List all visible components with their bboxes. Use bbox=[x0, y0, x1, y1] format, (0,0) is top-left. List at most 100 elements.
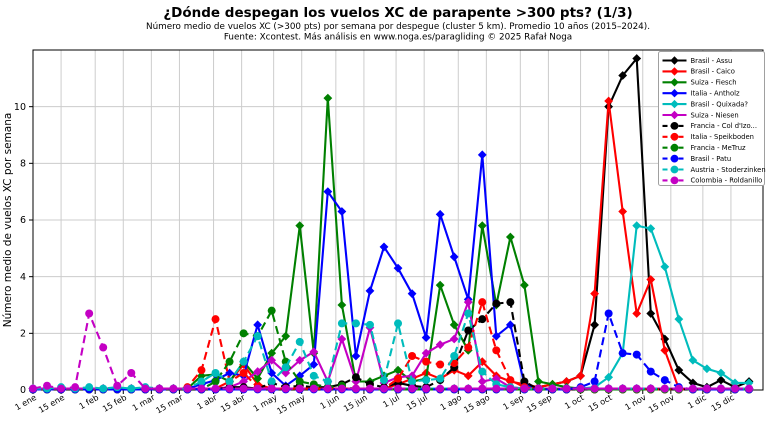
legend-box bbox=[658, 51, 765, 186]
marker-circle-stoderzinken bbox=[225, 377, 234, 386]
marker-diamond-quixada bbox=[744, 378, 754, 388]
legend-label-speikboden: Italia - Speikboden bbox=[691, 133, 754, 141]
marker-circle-stoderzinken bbox=[127, 384, 136, 393]
marker-circle-stoderzinken bbox=[436, 374, 445, 383]
legend-marker-antholz bbox=[670, 89, 679, 98]
marker-circle-roldanillo bbox=[632, 384, 641, 393]
marker-circle-metruz bbox=[211, 377, 220, 386]
marker-circle-roldanillo bbox=[253, 384, 262, 393]
marker-circle-roldanillo bbox=[239, 384, 248, 393]
marker-circle-speikboden bbox=[506, 376, 515, 385]
legend-item-col-dizo: Francia - Col d'Izo... bbox=[662, 122, 757, 130]
marker-circle-roldanillo bbox=[127, 369, 136, 377]
marker-diamond-niesen bbox=[449, 334, 459, 344]
marker-circle-col-dizo bbox=[520, 377, 529, 386]
legend-item-roldanillo: Colombia - Roldanillo bbox=[662, 176, 762, 185]
legend-item-caico: Brasil - Caico bbox=[662, 67, 735, 76]
marker-circle-roldanillo bbox=[197, 384, 206, 393]
marker-circle-patu bbox=[646, 367, 655, 376]
marker-diamond-fiesch bbox=[520, 280, 529, 290]
marker-diamond-antholz bbox=[491, 331, 501, 341]
legend-label-quixada: Brasil - Quixada? bbox=[691, 100, 749, 108]
x-tick-label: 15 oct bbox=[586, 392, 614, 414]
marker-circle-stoderzinken bbox=[197, 377, 206, 386]
marker-circle-stoderzinken bbox=[239, 357, 248, 366]
marker-diamond-quixada bbox=[660, 262, 670, 272]
marker-circle-roldanillo bbox=[562, 384, 571, 393]
marker-circle-roldanillo bbox=[492, 384, 501, 393]
legend-label-metruz: Francia - MeTruz bbox=[691, 144, 747, 152]
series-fiesch bbox=[28, 93, 754, 393]
marker-circle-roldanillo bbox=[267, 384, 276, 393]
marker-diamond-niesen bbox=[491, 374, 501, 384]
marker-diamond-niesen bbox=[463, 297, 473, 307]
marker-diamond-niesen bbox=[239, 377, 248, 386]
marker-diamond-quixada bbox=[674, 314, 684, 324]
marker-diamond-fiesch bbox=[505, 232, 515, 242]
marker-diamond-niesen bbox=[435, 340, 445, 350]
marker-circle-speikboden bbox=[464, 343, 473, 352]
marker-diamond-antholz bbox=[477, 150, 487, 160]
x-tick-label: 15 ene bbox=[37, 392, 67, 415]
series-quixada bbox=[28, 221, 754, 393]
marker-circle-roldanillo bbox=[323, 384, 332, 393]
marker-circle-stoderzinken bbox=[211, 369, 220, 377]
marker-circle-stoderzinken bbox=[478, 367, 487, 376]
marker-circle-stoderzinken bbox=[99, 384, 108, 393]
marker-circle-speikboden bbox=[478, 298, 487, 307]
marker-circle-stoderzinken bbox=[323, 377, 332, 386]
marker-diamond-antholz bbox=[365, 286, 375, 296]
marker-circle-roldanillo bbox=[85, 309, 94, 318]
marker-diamond-assu bbox=[716, 375, 726, 385]
marker-circle-roldanillo bbox=[309, 384, 318, 393]
x-tick-label: 1 mar bbox=[130, 392, 156, 413]
legend-label-niesen: Suiza - Niesen bbox=[691, 111, 739, 119]
marker-circle-stoderzinken bbox=[295, 337, 304, 346]
legend-item-patu: Brasil - Patu bbox=[662, 154, 731, 163]
marker-diamond-antholz bbox=[253, 320, 263, 330]
legend-marker-fiesch bbox=[670, 78, 679, 87]
legend-item-quixada: Brasil - Quixada? bbox=[662, 99, 749, 108]
x-tick-label: 1 feb bbox=[77, 392, 100, 411]
marker-diamond-quixada bbox=[716, 368, 726, 378]
marker-diamond-niesen bbox=[337, 334, 347, 344]
marker-diamond-caico bbox=[590, 289, 599, 299]
legend-marker-roldanillo bbox=[670, 176, 679, 185]
marker-circle-roldanillo bbox=[450, 384, 459, 393]
marker-diamond-antholz bbox=[449, 252, 459, 262]
marker-diamond-fiesch bbox=[435, 280, 445, 290]
marker-circle-roldanillo bbox=[380, 384, 388, 393]
marker-diamond-fiesch bbox=[253, 374, 263, 384]
legend-item-metruz: Francia - MeTruz bbox=[662, 143, 747, 152]
marker-diamond-assu bbox=[674, 365, 684, 375]
marker-circle-roldanillo bbox=[646, 384, 655, 393]
marker-circle-patu bbox=[632, 350, 641, 359]
marker-diamond-fiesch bbox=[281, 331, 291, 341]
chart-subtitle-line1: Número medio de vuelos XC (>300 pts) por… bbox=[146, 22, 650, 32]
y-tick-label: 4 bbox=[20, 272, 26, 283]
marker-diamond-caico bbox=[646, 275, 656, 284]
marker-diamond-caico bbox=[562, 377, 571, 386]
marker-circle-roldanillo bbox=[337, 384, 346, 393]
marker-circle-stoderzinken bbox=[253, 332, 262, 341]
series-roldanillo bbox=[29, 309, 754, 393]
marker-circle-stoderzinken bbox=[394, 319, 403, 328]
marker-circle-roldanillo bbox=[141, 384, 150, 393]
marker-circle-speikboden bbox=[394, 374, 403, 383]
marker-diamond-niesen bbox=[267, 355, 277, 365]
marker-circle-speikboden bbox=[211, 315, 220, 324]
marker-circle-roldanillo bbox=[716, 384, 725, 393]
marker-circle-roldanillo bbox=[731, 384, 739, 393]
marker-circle-roldanillo bbox=[57, 384, 66, 393]
marker-circle-roldanillo bbox=[211, 384, 220, 393]
marker-diamond-quixada bbox=[632, 221, 642, 231]
marker-diamond-quixada bbox=[646, 224, 656, 233]
legend-label-antholz: Italia - Antholz bbox=[691, 90, 741, 98]
marker-circle-metruz bbox=[225, 357, 234, 366]
marker-circle-metruz bbox=[239, 329, 248, 338]
marker-circle-roldanillo bbox=[71, 383, 80, 392]
x-tick-label: 1 abr bbox=[195, 392, 219, 412]
marker-diamond-fiesch bbox=[449, 320, 459, 330]
marker-diamond-niesen bbox=[421, 348, 431, 358]
